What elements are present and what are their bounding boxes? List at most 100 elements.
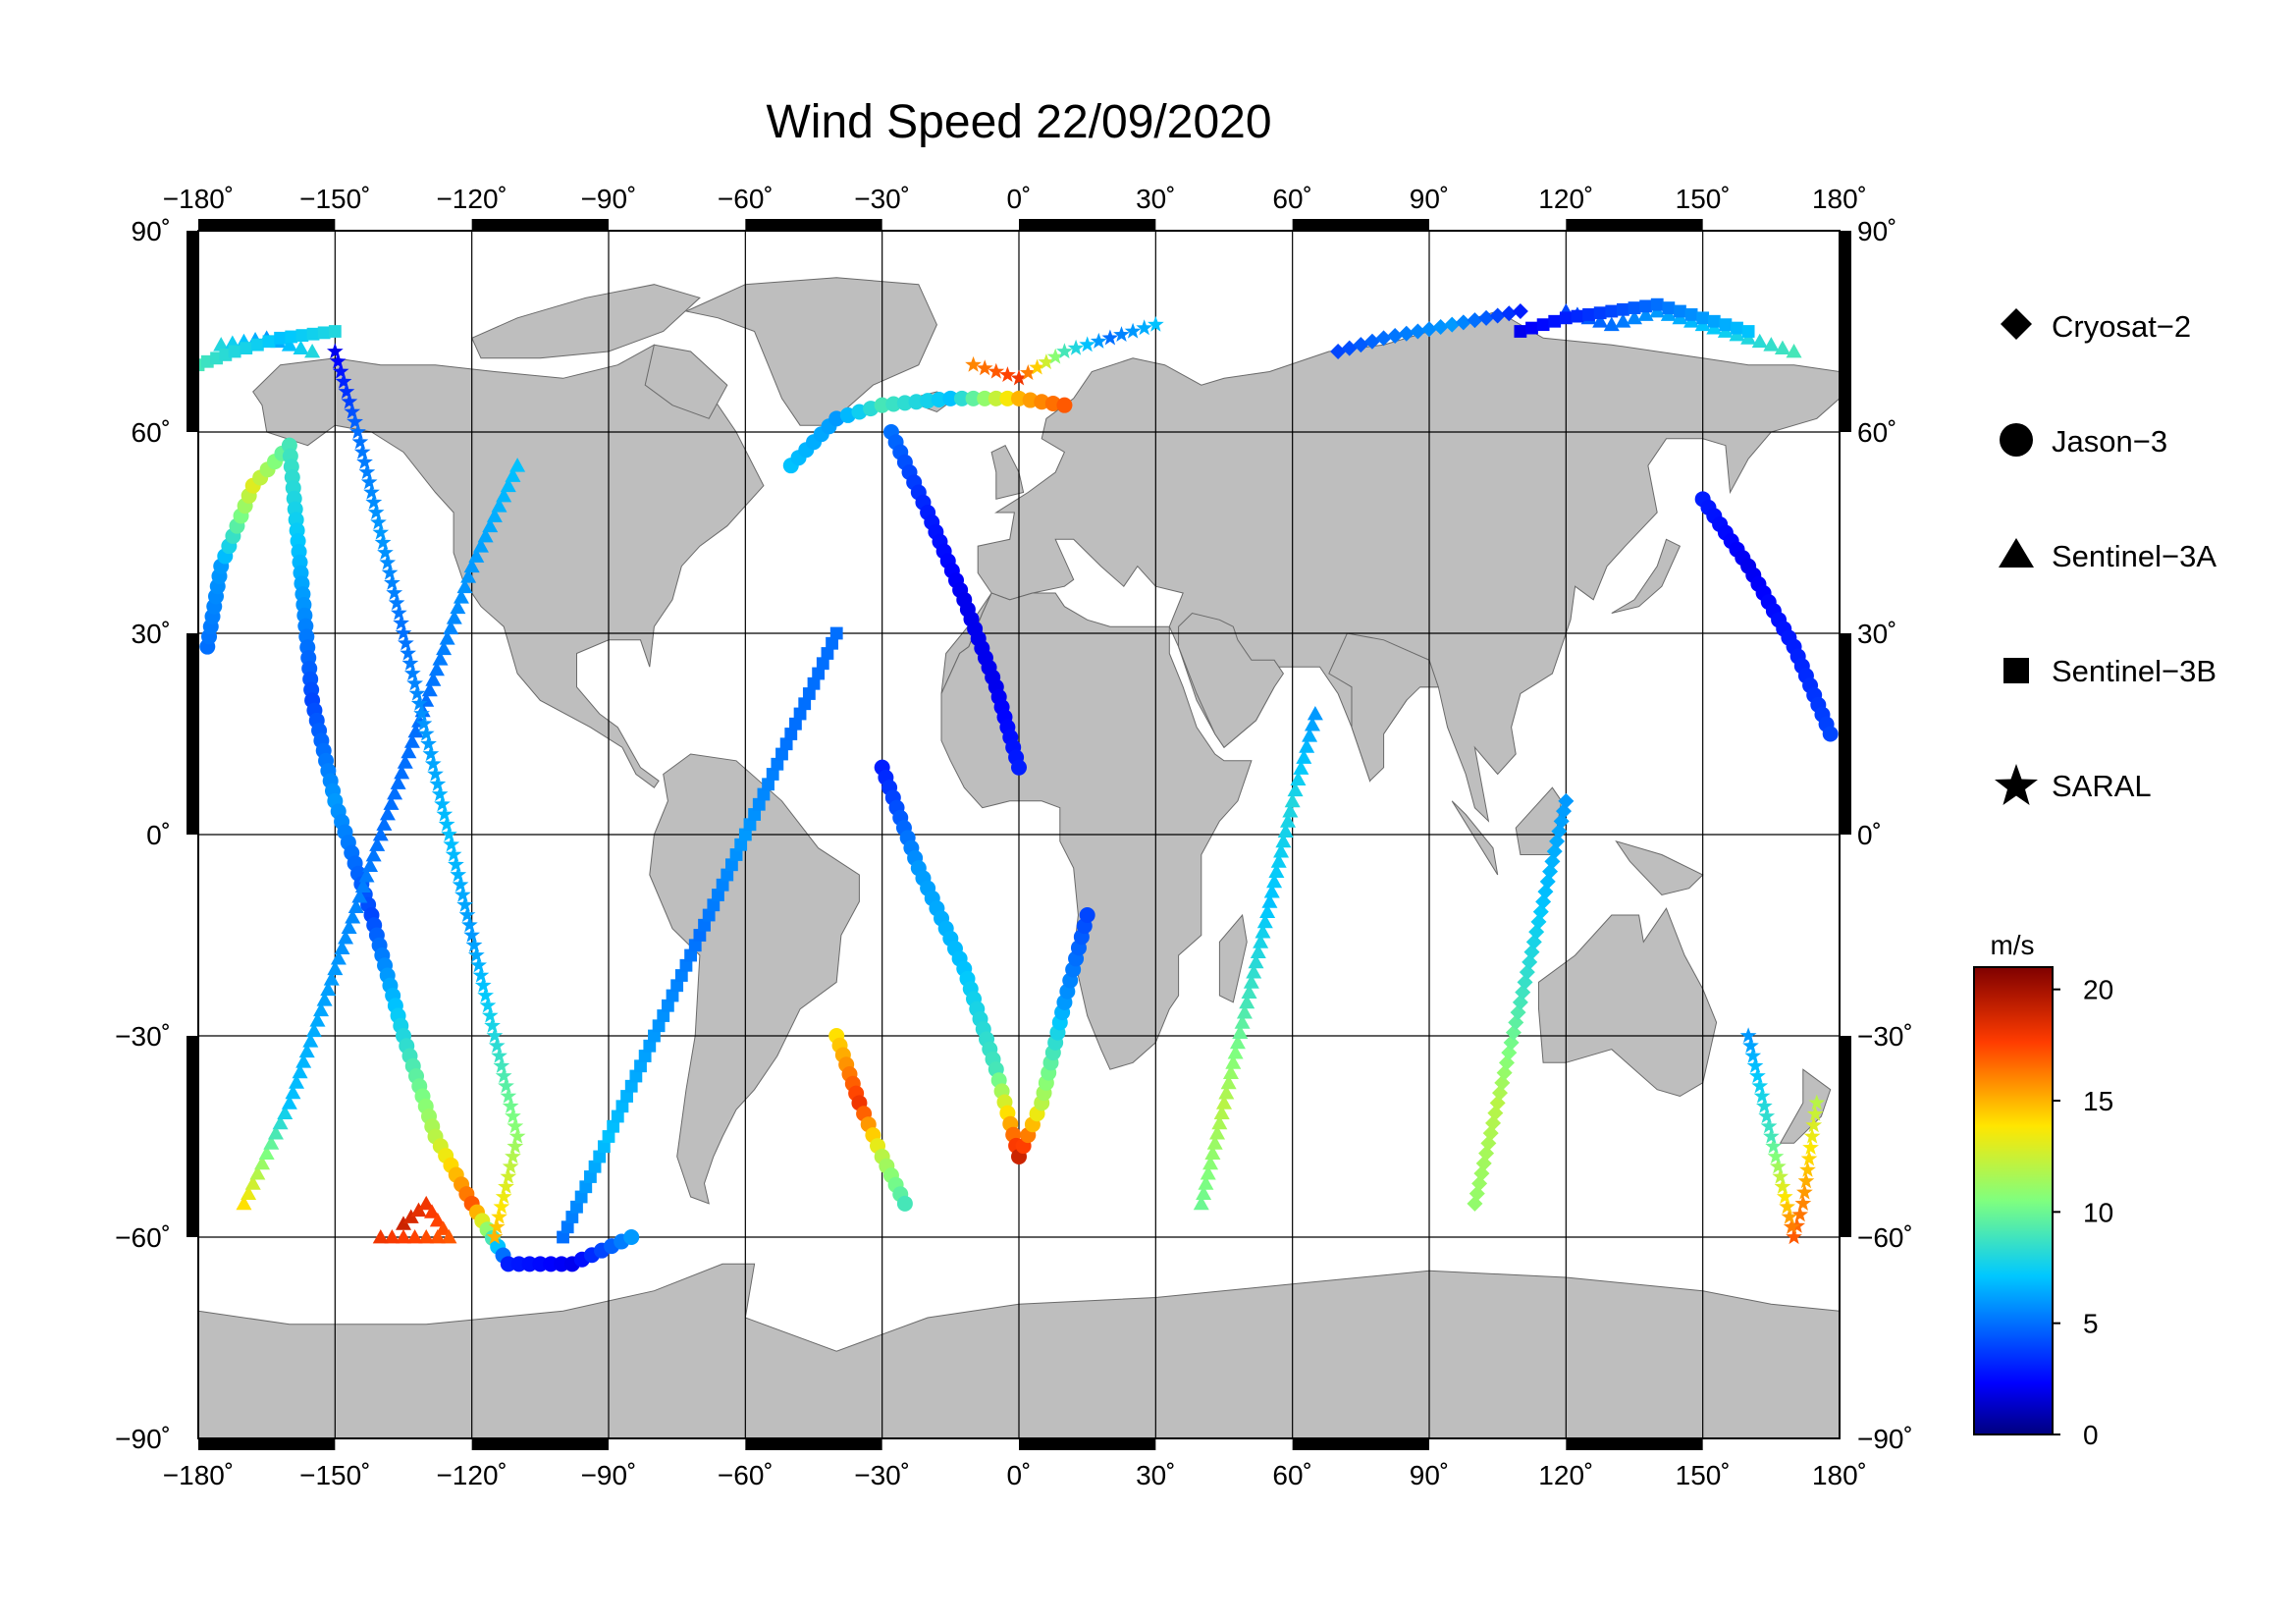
track-point-sentinel3b: [748, 808, 762, 821]
track-point-saral: [391, 604, 407, 621]
track-point-sentinel3b: [1514, 325, 1527, 338]
track-point-saral: [1797, 1172, 1815, 1189]
track-point-saral: [338, 383, 355, 400]
track-point-sentinel3a: [323, 971, 340, 986]
track-point-saral: [388, 594, 405, 611]
track-point-saral: [976, 359, 993, 376]
track-point-sentinel3a: [369, 837, 386, 851]
track-point-saral: [1758, 1108, 1776, 1124]
lat-tick-label: 60˚: [1857, 417, 1896, 448]
track-point-sentinel3a: [376, 816, 393, 831]
track-point-sentinel3b: [816, 657, 829, 671]
track-point-sentinel3b: [557, 1230, 569, 1244]
track-jason3: [882, 424, 1027, 776]
track-point-sentinel3a: [1296, 749, 1312, 764]
track-point-saral: [1101, 329, 1119, 346]
track-point-sentinel3a: [450, 599, 466, 615]
track-point-saral: [436, 805, 454, 822]
track-point-sentinel3a: [372, 827, 389, 841]
track-point-saral: [363, 483, 380, 500]
track-point-saral: [367, 504, 385, 520]
track-jason3: [199, 437, 640, 1272]
colorbar-tick-label: 10: [2083, 1197, 2113, 1227]
star-icon: [1995, 764, 2038, 805]
legend-label: Jason−3: [2052, 424, 2167, 459]
colorbar-ticks: 20 15 10 5 0: [2053, 975, 2113, 1450]
frame-bar-left: [187, 231, 198, 432]
track-point-cryosat2: [1353, 337, 1369, 353]
track-point-sentinel3b: [821, 647, 834, 660]
track-point-sentinel3a: [1290, 771, 1307, 786]
track-point-saral: [365, 493, 383, 510]
track-point-sentinel3b: [779, 737, 793, 751]
track-point-sentinel3b: [285, 330, 298, 344]
track-point-sentinel3a: [1774, 340, 1790, 354]
track-point-sentinel3b: [602, 1130, 615, 1143]
lon-tick-label: 150˚: [1676, 184, 1731, 214]
track-point-sentinel3a: [1216, 1095, 1232, 1109]
track-point-sentinel3b: [707, 898, 721, 912]
track-point-sentinel3b: [228, 345, 241, 358]
track-point-sentinel3b: [579, 1180, 593, 1194]
legend-label: Cryosat−2: [2052, 309, 2191, 344]
track-point-sentinel3a: [403, 733, 420, 748]
track-point-saral: [479, 997, 497, 1013]
latitude-labels-left: 90˚ 60˚ 30˚ 0˚ −30˚ −60˚ −90˚: [115, 216, 171, 1454]
track-point-saral: [1079, 336, 1095, 352]
track-point-saral: [356, 453, 373, 469]
track-point-saral: [500, 1167, 517, 1184]
land-new-zealand: [1779, 1068, 1832, 1144]
lat-tick-label: −30˚: [1857, 1021, 1913, 1052]
track-point-sentinel3b: [611, 1109, 624, 1123]
track-point-sentinel3a: [456, 578, 473, 594]
track-point-sentinel3b: [262, 335, 276, 349]
track-point-jason3: [1056, 397, 1073, 413]
track-point-sentinel3b: [317, 326, 331, 340]
track-point-saral: [374, 534, 392, 550]
track-point-sentinel3b: [607, 1119, 620, 1133]
frame-bar-top: [1292, 219, 1429, 231]
track-point-jason3: [874, 397, 890, 413]
track-point-sentinel3a: [384, 1229, 400, 1244]
track-point-sentinel3a: [425, 672, 442, 686]
lon-tick-label: 120˚: [1538, 1460, 1593, 1490]
track-point-saral: [1776, 1188, 1793, 1205]
colorbar: m/s 20 15 10 5 0: [1973, 930, 2113, 1450]
track-point-saral: [461, 916, 478, 933]
track-point-sentinel3a: [272, 1114, 289, 1130]
track-point-sentinel3a: [281, 1095, 297, 1109]
track-sentinel3b: [557, 626, 843, 1244]
track-point-sentinel3a: [1255, 924, 1271, 939]
track-point-sentinel3a: [400, 743, 417, 759]
track-point-sentinel3a: [443, 620, 459, 635]
frame-bar-bottom: [1019, 1438, 1156, 1450]
track-point-sentinel3a: [316, 992, 333, 1006]
track-point-sentinel3a: [453, 589, 469, 604]
legend: Cryosat−2 Jason−3 Sentinel−3A Sentinel−3…: [1995, 308, 2216, 805]
track-point-sentinel3b: [306, 327, 320, 341]
track-point-sentinel3a: [1763, 337, 1780, 352]
track-point-saral: [347, 412, 363, 429]
track-point-sentinel3b: [652, 1019, 666, 1033]
track-point-sentinel3b: [574, 1190, 588, 1204]
track-point-saral: [1765, 1138, 1782, 1154]
track-point-saral: [415, 715, 433, 731]
track-point-saral: [1739, 1027, 1757, 1044]
lon-tick-label: 60˚: [1272, 1460, 1311, 1490]
track-point-sentinel3a: [313, 1001, 330, 1017]
track-point-saral: [1753, 1087, 1771, 1104]
track-point-cryosat2: [1421, 321, 1437, 338]
track-point-sentinel3b: [693, 929, 707, 942]
colorbar-gradient: [1973, 966, 2054, 1435]
track-point-sentinel3a: [396, 1229, 411, 1244]
track-point-sentinel3b: [597, 1140, 611, 1154]
track-point-sentinel3b: [757, 787, 771, 801]
track-point-sentinel3a: [1211, 1114, 1228, 1130]
track-point-saral: [1742, 1037, 1759, 1054]
track-point-cryosat2: [1432, 318, 1449, 335]
lon-tick-label: 30˚: [1136, 184, 1175, 214]
track-point-sentinel3a: [263, 1135, 280, 1150]
track-point-saral: [1791, 1206, 1809, 1222]
track-point-sentinel3a: [254, 1155, 271, 1170]
track-point-saral: [505, 1108, 521, 1124]
